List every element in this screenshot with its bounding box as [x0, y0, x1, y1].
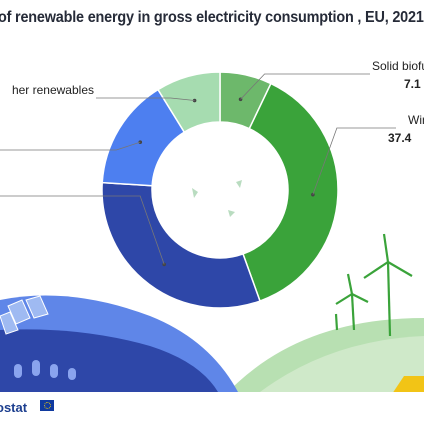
eurostat-logo-text: ostat: [0, 400, 28, 415]
background-landscape: [0, 180, 424, 424]
leader-line-solid-biofuels: [240, 73, 370, 100]
slice-wind: [242, 82, 339, 302]
slice-label-other-renewables: her renewables: [12, 83, 94, 97]
slice-hydro: [101, 181, 261, 309]
slice-label-solid-biofuels: Solid biofue: [372, 59, 424, 73]
slice-value-wind: 37.4: [388, 131, 412, 145]
dam-arches: [14, 360, 76, 380]
leader-line-other-renewables: [96, 97, 195, 101]
wind-turbine-icon: [334, 233, 413, 337]
chart-title: of renewable energy in gross electricity…: [0, 9, 424, 26]
green-hill-light: [260, 336, 424, 392]
solar-panels: [0, 295, 49, 335]
leader-line-wind: [312, 127, 396, 195]
footer: ostat: [0, 392, 424, 424]
slice-other-renewables: [156, 71, 221, 134]
eu-flag-icon: [40, 400, 54, 411]
leader-line-hydro: [0, 195, 165, 265]
slice-labels: Solid biofue 7.1 Win 37.4 her renewables: [12, 59, 424, 145]
label-leaders: [0, 73, 396, 267]
donut-chart: [101, 71, 339, 309]
bird-icons: [192, 180, 242, 217]
slice-value-solid-biofuels: 7.1: [404, 77, 421, 91]
leader-line-solar: [0, 141, 141, 151]
slice-label-wind: Win: [408, 113, 424, 127]
